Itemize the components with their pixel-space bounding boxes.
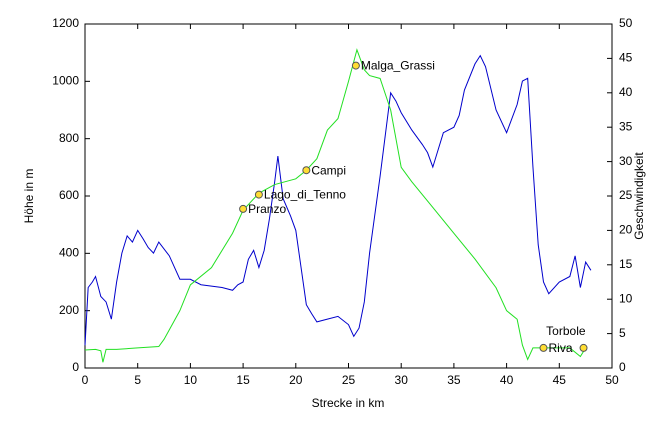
x-tick-label: 25: [342, 373, 356, 387]
y-tick-label: 600: [59, 188, 79, 202]
y2-tick-label: 15: [619, 257, 633, 271]
waypoint: [539, 343, 548, 352]
x-tick-label: 35: [447, 373, 461, 387]
y2-axis-label: Geschwindigkeit: [632, 152, 646, 240]
waypoint: [239, 204, 248, 213]
y2-tick-label: 10: [619, 291, 633, 305]
y-tick-label: 0: [72, 360, 79, 374]
y2-tick-label: 45: [619, 51, 633, 65]
x-tick-label: 50: [605, 373, 619, 387]
y-tick-label: 800: [59, 131, 79, 145]
waypoint: [351, 61, 360, 70]
waypoint-label: Riva: [548, 341, 572, 355]
y-tick-label: 1000: [52, 74, 79, 88]
y-tick-label: 1200: [52, 16, 79, 30]
x-tick-label: 40: [500, 373, 514, 387]
y2-tick-label: 35: [619, 119, 633, 133]
line-series: [84, 54, 592, 346]
x-tick-label: 45: [553, 373, 567, 387]
x-tick-label: 15: [236, 373, 250, 387]
y2-tick-label: 0: [619, 360, 626, 374]
x-tick-label: 0: [82, 373, 89, 387]
waypoint-label: Pranzo: [248, 202, 286, 216]
waypoint-label: Torbole: [546, 324, 586, 338]
y2-tick-label: 25: [619, 188, 633, 202]
waypoint: [302, 166, 311, 175]
y2-tick-label: 30: [619, 154, 633, 168]
y2-tick-label: 5: [619, 326, 626, 340]
y-tick-label: 200: [59, 303, 79, 317]
x-tick-label: 30: [395, 373, 409, 387]
waypoint: [254, 190, 263, 199]
x-tick-label: 5: [134, 373, 141, 387]
waypoint-label: Campi: [311, 163, 346, 177]
waypoint-label: Malga_Grassi: [361, 59, 435, 73]
y2-tick-label: 40: [619, 85, 633, 99]
line-series: [84, 48, 587, 363]
x-tick-label: 20: [289, 373, 303, 387]
y2-tick-label: 20: [619, 223, 633, 237]
waypoint-label: Lago_di_Tenno: [264, 188, 346, 202]
y-tick-label: 400: [59, 246, 79, 260]
y2-tick-label: 50: [619, 16, 633, 30]
x-axis-label: Strecke in km: [312, 396, 385, 410]
plot-frame: [84, 23, 613, 369]
waypoint: [579, 343, 588, 352]
x-tick-label: 10: [184, 373, 198, 387]
y-axis-label: Höhe in m: [22, 169, 36, 224]
